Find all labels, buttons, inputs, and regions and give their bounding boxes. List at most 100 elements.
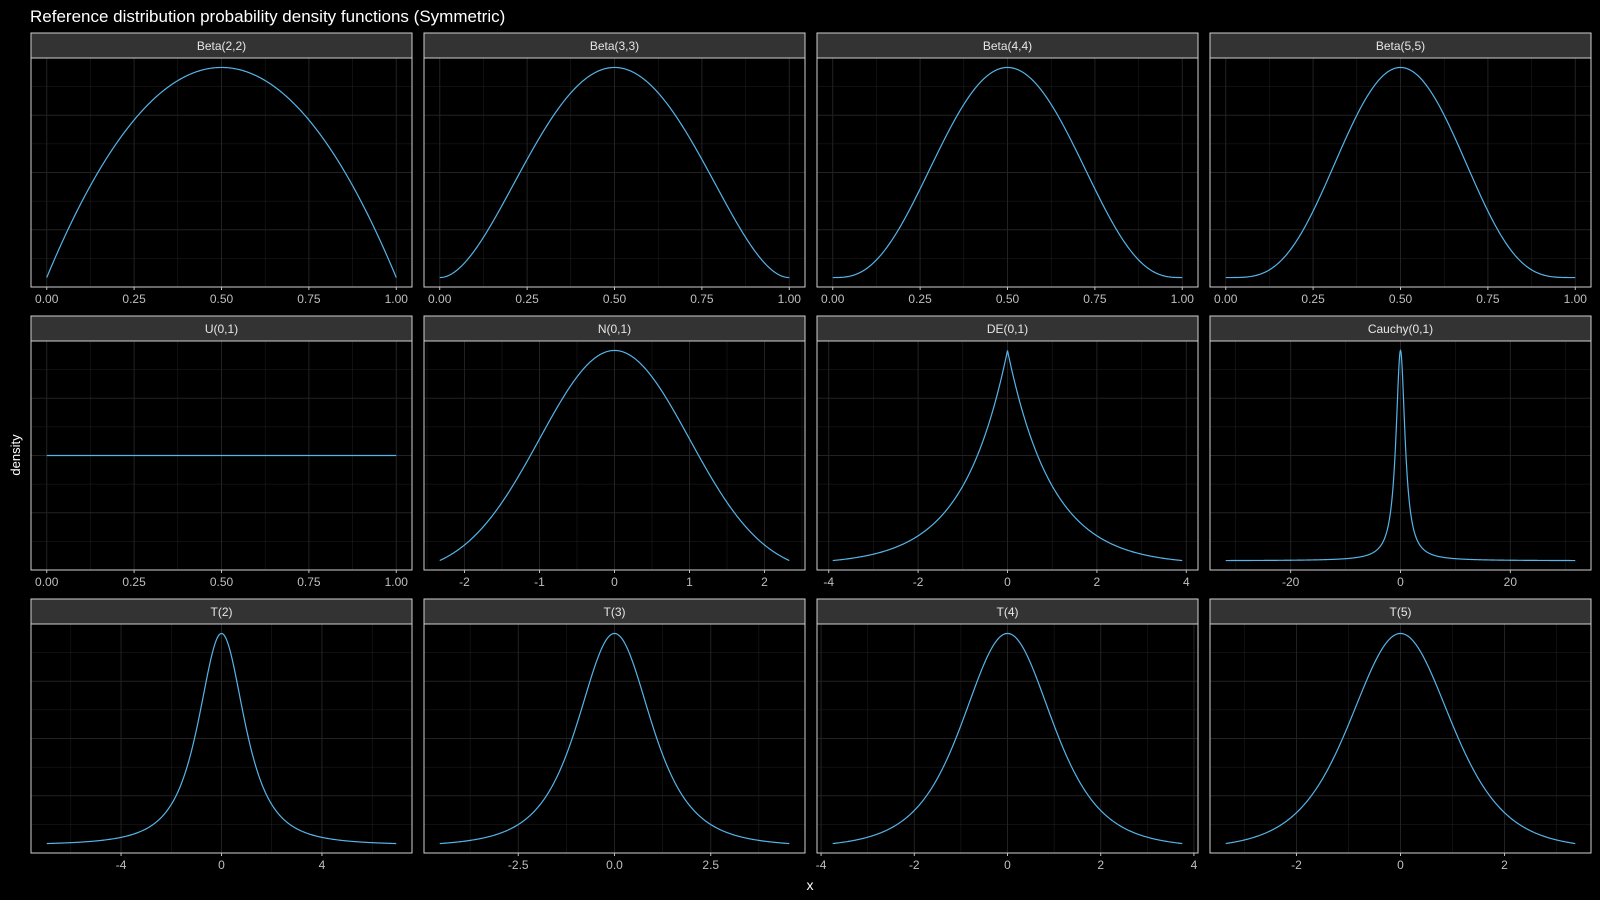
x-tick-label: 0.75 xyxy=(297,575,321,589)
facet-panel: Beta(4,4) 0.00 0.25 0.50 0.75 1.00 xyxy=(816,32,1199,306)
density-curve xyxy=(832,632,1183,845)
x-tick-label: -4 xyxy=(816,858,827,872)
facet-panels: Beta(2,2)0.00 0.25 0.50 0.75 1.00Beta(3,3)0.… xyxy=(30,32,1592,872)
x-tick-label: 1.00 xyxy=(778,292,802,306)
x-tick-label: -4 xyxy=(116,858,127,872)
facet-panel: T(3) -2.5 0.0 2.5 xyxy=(423,598,806,872)
x-tick-label: -4 xyxy=(823,575,834,589)
facet-strip-label: T(5) xyxy=(1390,605,1412,619)
x-tick-label: -2.5 xyxy=(508,858,529,872)
density-curve xyxy=(1225,349,1576,562)
facet-strip-label: N(0,1) xyxy=(598,322,631,336)
x-tick-label: 0.25 xyxy=(908,292,932,306)
grid-lines xyxy=(1210,58,1591,287)
density-curve xyxy=(439,349,790,562)
facet-strip xyxy=(30,598,413,625)
facet-panel: DE(0,1) -4 -2 0 2 4 xyxy=(816,315,1199,589)
x-tick-label: 0.0 xyxy=(606,858,623,872)
x-tick-label: 0 xyxy=(1397,858,1404,872)
grid-lines xyxy=(1210,624,1591,853)
density-curve xyxy=(439,632,790,845)
facet-strip-label: Beta(5,5) xyxy=(1376,39,1425,53)
x-tick-label: 0 xyxy=(218,858,225,872)
x-tick-label: -2 xyxy=(913,575,924,589)
x-tick-label: -2 xyxy=(459,575,470,589)
facet-panel: T(2) -4 0 4 xyxy=(30,598,413,872)
x-tick-label: 0.50 xyxy=(210,575,234,589)
x-tick-label: 2 xyxy=(1501,858,1508,872)
facet-strip-label: T(4) xyxy=(997,605,1019,619)
facet-panel: Beta(5,5) 0.00 0.25 0.50 0.75 1.00 xyxy=(1209,32,1592,306)
facet-strip-label: Cauchy(0,1) xyxy=(1368,322,1433,336)
facet-strip xyxy=(423,598,806,625)
x-tick-label: 0.00 xyxy=(821,292,845,306)
x-tick-label: 0.50 xyxy=(1389,292,1413,306)
facet-strip xyxy=(30,315,413,342)
x-tick-label: 0.75 xyxy=(690,292,714,306)
x-tick-label: 4 xyxy=(1183,575,1190,589)
x-tick-label: 1 xyxy=(686,575,693,589)
facet-strip xyxy=(816,315,1199,342)
x-tick-label: 0 xyxy=(1004,575,1011,589)
x-tick-label: 0.50 xyxy=(210,292,234,306)
y-axis-label: density xyxy=(8,434,23,476)
grid-lines xyxy=(424,341,805,570)
x-tick-label: 0.75 xyxy=(1083,292,1107,306)
chart-title: Reference distribution probability densi… xyxy=(30,7,505,26)
facet-strip xyxy=(1209,32,1592,59)
x-tick-label: 0.00 xyxy=(428,292,452,306)
facet-strip-label: Beta(2,2) xyxy=(197,39,246,53)
facet-strip xyxy=(423,315,806,342)
density-curve xyxy=(439,66,790,279)
facet-strip-label: U(0,1) xyxy=(205,322,238,336)
grid-lines xyxy=(31,58,412,287)
x-tick-label: 0.50 xyxy=(603,292,627,306)
facet-panel: U(0,1) 0.00 0.25 0.50 0.75 1.00 xyxy=(30,315,413,589)
x-tick-label: -2 xyxy=(1291,858,1302,872)
facet-panel: Beta(2,2) 0.00 0.25 0.50 0.75 1.00 xyxy=(30,32,413,306)
x-tick-label: 0.25 xyxy=(515,292,539,306)
grid-lines xyxy=(31,624,412,853)
x-tick-label: 0.25 xyxy=(122,292,146,306)
x-tick-label: 1.00 xyxy=(1564,292,1588,306)
facet-strip-label: T(3) xyxy=(604,605,626,619)
facet-panel: N(0,1) -2 -1 0 1 2 xyxy=(423,315,806,589)
grid-lines xyxy=(424,58,805,287)
x-tick-label: 20 xyxy=(1504,575,1518,589)
facet-strip-label: Beta(3,3) xyxy=(590,39,639,53)
density-curve xyxy=(46,632,397,845)
facet-panel: Beta(3,3) 0.00 0.25 0.50 0.75 1.00 xyxy=(423,32,806,306)
grid-lines xyxy=(1210,341,1591,570)
x-tick-label: 2 xyxy=(1094,575,1101,589)
facet-strip xyxy=(423,32,806,59)
density-curve xyxy=(832,350,1183,562)
facet-panel: T(4) -4 -2 0 2 4 xyxy=(816,598,1199,872)
facet-strip-label: DE(0,1) xyxy=(987,322,1028,336)
facet-strip xyxy=(1209,598,1592,625)
x-tick-label: 0 xyxy=(611,575,618,589)
facet-panel: Cauchy(0,1) -20 0 20 xyxy=(1209,315,1592,589)
x-tick-label: -1 xyxy=(534,575,545,589)
facet-panel: T(5) -2 0 2 xyxy=(1209,598,1592,872)
facet-strip xyxy=(30,32,413,59)
density-curve xyxy=(46,66,397,278)
density-curve xyxy=(832,66,1183,279)
x-axis-label: x xyxy=(807,877,814,893)
x-tick-label: 0.25 xyxy=(122,575,146,589)
x-tick-label: 2.5 xyxy=(702,858,719,872)
x-tick-label: 1.00 xyxy=(385,292,409,306)
facet-strip-label: Beta(4,4) xyxy=(983,39,1032,53)
x-tick-label: 0.50 xyxy=(996,292,1020,306)
density-curve xyxy=(1225,66,1576,279)
x-tick-label: 0.75 xyxy=(297,292,321,306)
x-tick-label: 2 xyxy=(1097,858,1104,872)
x-tick-label: 0 xyxy=(1004,858,1011,872)
x-tick-label: 0 xyxy=(1397,575,1404,589)
x-tick-label: 0.00 xyxy=(35,292,59,306)
grid-lines xyxy=(817,58,1198,287)
grid-lines xyxy=(424,624,805,853)
grid-lines xyxy=(817,341,1198,570)
facet-strip xyxy=(816,598,1199,625)
